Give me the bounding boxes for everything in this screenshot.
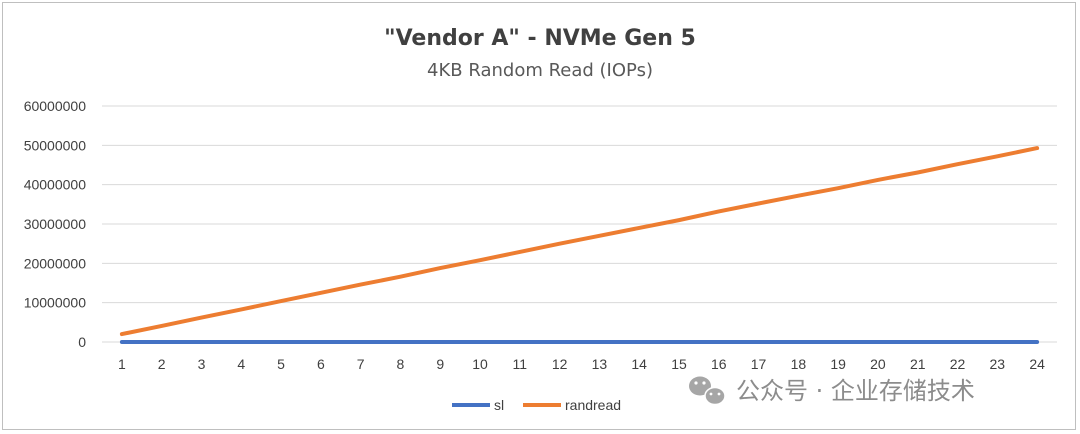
x-tick-label: 21 — [910, 356, 926, 372]
x-tick-label: 7 — [357, 356, 365, 372]
x-tick-label: 5 — [277, 356, 285, 372]
chart-title: "Vendor A" - NVMe Gen 5 — [384, 26, 696, 51]
x-tick-label: 20 — [870, 356, 886, 372]
x-tick-label: 10 — [472, 356, 488, 372]
x-tick-label: 15 — [671, 356, 687, 372]
x-tick-label: 3 — [198, 356, 206, 372]
chart-subtitle: 4KB Random Read (IOPs) — [427, 60, 653, 81]
y-tick-label: 20000000 — [24, 255, 87, 271]
x-tick-label: 24 — [1029, 356, 1045, 372]
x-tick-label: 11 — [513, 356, 528, 372]
x-tick-label: 1 — [118, 356, 126, 372]
legend-label-randread: randread — [565, 397, 621, 413]
y-tick-label: 50000000 — [24, 137, 87, 153]
x-tick-label: 8 — [397, 356, 405, 372]
y-axis-ticks: 0 10000000 20000000 30000000 40000000 5000000… — [24, 98, 87, 350]
x-tick-label: 2 — [158, 356, 166, 372]
y-tick-label: 10000000 — [24, 295, 87, 311]
y-tick-label: 60000000 — [24, 98, 87, 114]
wechat-icon — [689, 376, 726, 406]
y-tick-label: 0 — [78, 334, 86, 350]
x-tick-label: 23 — [990, 356, 1006, 372]
x-tick-label: 16 — [711, 356, 727, 372]
y-tick-label: 30000000 — [24, 216, 87, 232]
x-tick-label: 13 — [592, 356, 608, 372]
x-tick-label: 17 — [751, 356, 767, 372]
x-axis-ticks: 1 2 3 4 5 6 7 8 9 10 11 12 13 14 15 16 17 18 19 20 21 22 23 24 — [118, 356, 1045, 372]
x-tick-label: 19 — [830, 356, 846, 372]
series-line-randread — [119, 146, 1040, 337]
x-tick-label: 12 — [552, 356, 568, 372]
watermark-text: 公众号 · 企业存储技术 — [736, 377, 975, 405]
x-tick-label: 6 — [317, 356, 325, 372]
series-lines — [119, 146, 1040, 344]
x-tick-label: 22 — [950, 356, 966, 372]
legend: sl randread — [452, 397, 621, 413]
y-tick-label: 40000000 — [24, 177, 87, 193]
legend-label-sl: sl — [494, 397, 504, 413]
x-tick-label: 18 — [791, 356, 807, 372]
x-tick-label: 4 — [237, 356, 245, 372]
x-tick-label: 9 — [436, 356, 444, 372]
x-tick-label: 14 — [631, 356, 647, 372]
watermark: 公众号 · 企业存储技术 — [689, 376, 975, 406]
